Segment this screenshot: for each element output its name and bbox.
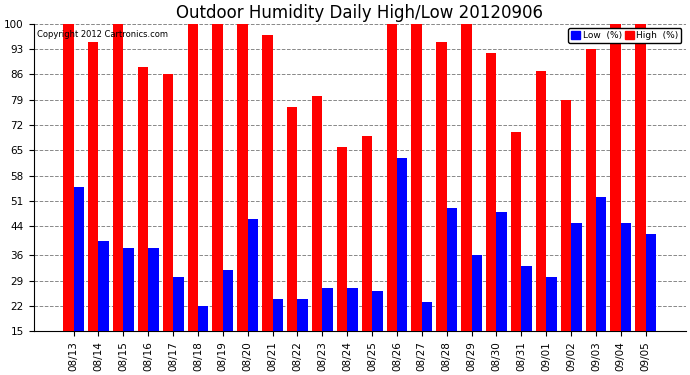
Bar bbox=[561, 100, 571, 331]
Bar bbox=[198, 306, 208, 331]
Bar bbox=[124, 248, 134, 331]
Bar bbox=[497, 212, 507, 331]
Bar bbox=[113, 24, 124, 331]
Bar bbox=[522, 266, 532, 331]
Bar bbox=[571, 223, 582, 331]
Bar bbox=[596, 197, 607, 331]
Bar bbox=[223, 270, 233, 331]
Bar bbox=[386, 24, 397, 331]
Bar bbox=[88, 42, 99, 331]
Bar bbox=[138, 67, 148, 331]
Bar bbox=[411, 24, 422, 331]
Bar bbox=[99, 241, 109, 331]
Bar bbox=[436, 42, 446, 331]
Bar bbox=[621, 223, 631, 331]
Bar bbox=[646, 234, 656, 331]
Bar bbox=[372, 291, 382, 331]
Bar bbox=[213, 24, 223, 331]
Bar bbox=[347, 288, 357, 331]
Bar bbox=[237, 24, 248, 331]
Bar bbox=[248, 219, 258, 331]
Bar bbox=[422, 302, 433, 331]
Bar bbox=[322, 288, 333, 331]
Bar bbox=[337, 147, 347, 331]
Title: Outdoor Humidity Daily High/Low 20120906: Outdoor Humidity Daily High/Low 20120906 bbox=[176, 4, 543, 22]
Bar bbox=[287, 107, 297, 331]
Bar bbox=[546, 277, 557, 331]
Bar bbox=[471, 255, 482, 331]
Text: Copyright 2012 Cartronics.com: Copyright 2012 Cartronics.com bbox=[37, 30, 168, 39]
Bar bbox=[586, 49, 596, 331]
Bar bbox=[446, 208, 457, 331]
Legend: Low  (%), High  (%): Low (%), High (%) bbox=[569, 28, 681, 43]
Bar bbox=[163, 74, 173, 331]
Bar bbox=[611, 24, 621, 331]
Bar bbox=[635, 24, 646, 331]
Bar bbox=[74, 186, 84, 331]
Bar bbox=[511, 132, 522, 331]
Bar bbox=[173, 277, 184, 331]
Bar bbox=[188, 24, 198, 331]
Bar bbox=[148, 248, 159, 331]
Bar bbox=[397, 158, 407, 331]
Bar bbox=[273, 298, 283, 331]
Bar bbox=[63, 24, 74, 331]
Bar bbox=[536, 71, 546, 331]
Bar bbox=[297, 298, 308, 331]
Bar bbox=[362, 136, 372, 331]
Bar bbox=[262, 34, 273, 331]
Bar bbox=[486, 53, 497, 331]
Bar bbox=[312, 96, 322, 331]
Bar bbox=[461, 24, 471, 331]
